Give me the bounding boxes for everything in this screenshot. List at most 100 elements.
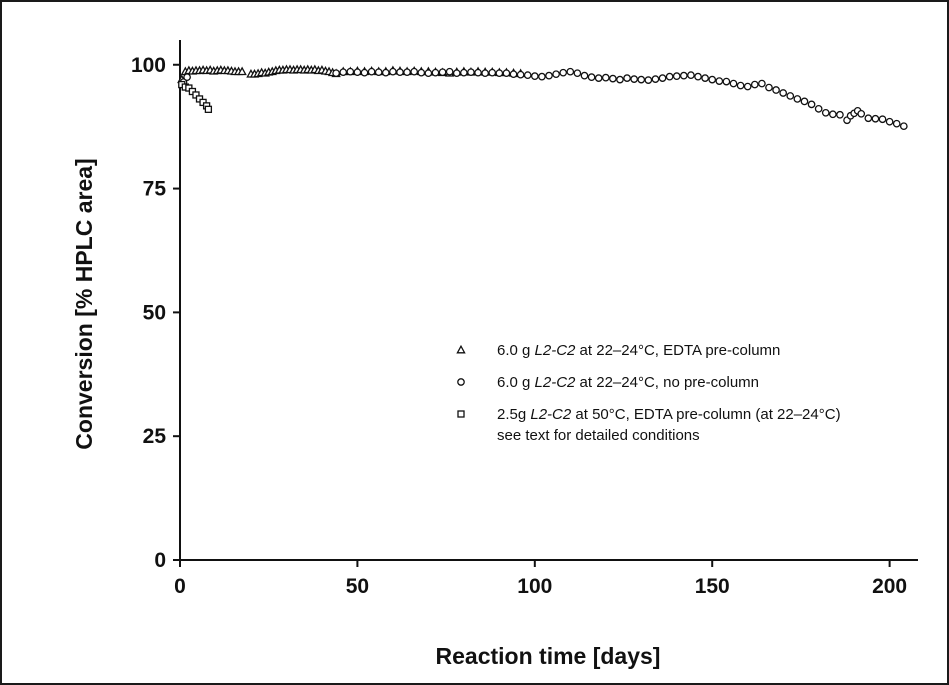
- circle-point: [807, 100, 816, 109]
- circle-point: [431, 68, 440, 77]
- legend: 6.0 g L2-C2 at 22–24°C, EDTA pre-column 6…: [456, 342, 841, 444]
- circle-point: [424, 69, 433, 78]
- data-points: [177, 64, 908, 131]
- circle-point: [750, 80, 759, 89]
- circle-point: [878, 115, 887, 124]
- circle-point: [417, 68, 426, 77]
- circle-point: [545, 71, 553, 80]
- circle-point: [899, 122, 908, 131]
- circle-point: [836, 110, 844, 119]
- circle-point: [701, 74, 709, 82]
- circle-point: [679, 71, 688, 80]
- circle-point: [459, 68, 468, 77]
- circle-point: [601, 73, 610, 82]
- legend-entry-label: 2.5g L2-C2 at 50°C, EDTA pre-column (at …: [497, 406, 841, 423]
- circle-point: [892, 119, 901, 128]
- y-axis-title: Conversion [% HPLC area]: [71, 158, 97, 449]
- circle-point: [665, 72, 674, 81]
- circle-point: [779, 89, 788, 97]
- circle-point: [488, 68, 497, 77]
- circle-point: [523, 71, 532, 80]
- square-point: [204, 105, 213, 113]
- axes: 0 25 50 75 100 0 50 100 150 200: [131, 40, 918, 598]
- circle-point: [552, 70, 560, 79]
- circle-point: [481, 69, 489, 78]
- circle-point: [821, 108, 830, 117]
- circle-point: [609, 74, 617, 83]
- circle-point: [374, 68, 383, 77]
- circle-point: [857, 109, 866, 118]
- circle-point: [672, 72, 681, 81]
- circle-point: [381, 68, 390, 77]
- circle-point: [885, 117, 894, 126]
- circle-point: [729, 79, 738, 88]
- circle-point: [467, 68, 475, 77]
- circle-point: [651, 75, 660, 83]
- y-tick-label: 75: [143, 178, 167, 201]
- legend-entry-label-line2: see text for detailed conditions: [497, 427, 700, 444]
- circle-point: [474, 68, 482, 77]
- circle-point: [765, 83, 773, 92]
- circle-point: [530, 72, 539, 81]
- circle-point: [736, 81, 745, 90]
- circle-point: [516, 70, 525, 79]
- circle-point: [793, 95, 802, 103]
- x-axis-title: Reaction time [days]: [436, 643, 661, 669]
- circle-point: [445, 67, 454, 76]
- circle-point: [502, 69, 511, 78]
- circle-point: [360, 68, 369, 77]
- x-tick-label: 50: [346, 575, 369, 598]
- x-tick-label: 150: [695, 575, 730, 598]
- x-tick-label: 0: [174, 575, 186, 598]
- circle-point: [367, 67, 376, 76]
- triangle-point: [237, 66, 247, 76]
- circle-point: [183, 73, 191, 81]
- circle-point: [346, 67, 355, 76]
- circle-point: [573, 69, 582, 78]
- circle-point: [743, 82, 752, 91]
- circle-point: [694, 72, 702, 81]
- circle-point: [814, 104, 823, 113]
- legend-entry-label: 6.0 g L2-C2 at 22–24°C, no pre-column: [497, 374, 759, 391]
- legend-marker-circle: [457, 378, 465, 386]
- circle-point: [687, 71, 695, 80]
- circle-point: [871, 114, 880, 123]
- circle-point: [616, 75, 624, 84]
- circle-point: [786, 92, 795, 100]
- circle-point: [758, 79, 766, 88]
- circle-point: [452, 69, 461, 78]
- circle-point: [410, 67, 419, 76]
- circle-point: [637, 75, 646, 84]
- circle-point: [580, 71, 589, 80]
- legend-marker-triangle: [456, 344, 466, 354]
- circle-point: [438, 68, 447, 77]
- circle-point: [658, 74, 667, 82]
- series-circle: [179, 67, 908, 131]
- x-tick-label: 100: [517, 575, 552, 598]
- circle-point: [715, 77, 724, 85]
- circle-point: [403, 68, 411, 77]
- circle-point: [332, 69, 340, 78]
- legend-entry-label: 6.0 g L2-C2 at 22–24°C, EDTA pre-column: [497, 342, 780, 359]
- legend-marker-square: [457, 410, 465, 418]
- x-tick-label: 200: [872, 575, 907, 598]
- circle-point: [396, 68, 404, 77]
- circle-point: [644, 76, 653, 84]
- circle-point: [623, 74, 631, 82]
- circle-point: [864, 114, 873, 123]
- circle-point: [566, 67, 575, 76]
- y-tick-label: 100: [131, 54, 166, 77]
- circle-point: [353, 68, 362, 77]
- circle-point: [630, 75, 639, 83]
- y-tick-label: 25: [143, 425, 167, 448]
- circle-point: [559, 68, 568, 77]
- series-square: [178, 80, 213, 113]
- circle-point: [828, 110, 837, 119]
- circle-point: [708, 75, 717, 84]
- circle-point: [509, 70, 518, 79]
- circle-point: [495, 69, 504, 78]
- circle-point: [587, 73, 596, 81]
- circle-point: [800, 97, 809, 106]
